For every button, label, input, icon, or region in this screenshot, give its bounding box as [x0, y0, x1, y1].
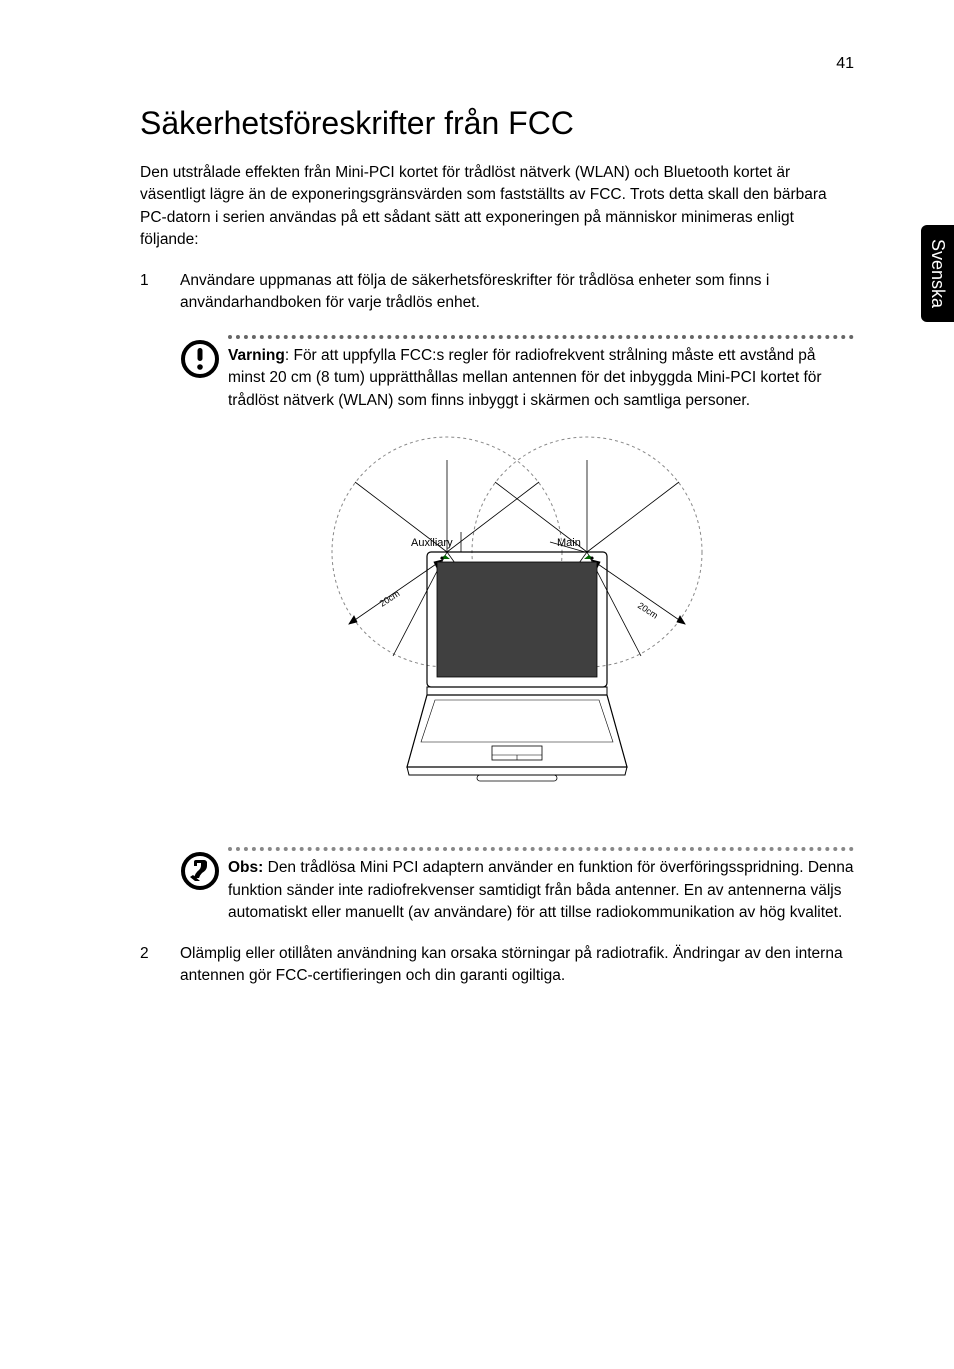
- antenna-diagram: 20cm 20cm Auxiliary Main: [180, 432, 854, 817]
- list-item-2: 2 Olämplig eller otillåten användning ka…: [140, 943, 854, 988]
- warning-text: : För att uppfylla FCC:s regler för radi…: [228, 347, 822, 409]
- page-number: 41: [836, 55, 854, 73]
- intro-paragraph: Den utstrålade effekten från Mini-PCI ko…: [140, 162, 854, 252]
- note-text: Den trådlösa Mini PCI adaptern använder …: [228, 859, 854, 921]
- page-title: Säkerhetsföreskrifter från FCC: [140, 105, 854, 142]
- dotted-divider: [228, 847, 854, 851]
- warning-callout: Varning: För att uppfylla FCC:s regler f…: [180, 335, 854, 412]
- list-item-1: 1 Användare uppmanas att följa de säkerh…: [140, 270, 854, 315]
- note-callout: Obs: Den trådlösa Mini PCI adaptern anvä…: [180, 847, 854, 924]
- item-number: 2: [140, 943, 180, 988]
- item-text: Användare uppmanas att följa de säkerhet…: [180, 270, 854, 315]
- note-label: Obs:: [228, 859, 263, 876]
- item-number: 1: [140, 270, 180, 315]
- item-text: Olämplig eller otillåten användning kan …: [180, 943, 854, 988]
- svg-text:20cm: 20cm: [636, 601, 660, 621]
- svg-text:20cm: 20cm: [378, 589, 402, 609]
- note-icon: [180, 847, 228, 924]
- svg-text:Auxiliary: Auxiliary: [411, 537, 453, 549]
- warning-body: Varning: För att uppfylla FCC:s regler f…: [228, 335, 854, 412]
- warning-label: Varning: [228, 347, 285, 364]
- dotted-divider: [228, 335, 854, 339]
- note-body: Obs: Den trådlösa Mini PCI adaptern anvä…: [228, 847, 854, 924]
- language-tab: Svenska: [921, 225, 954, 322]
- warning-icon: [180, 335, 228, 412]
